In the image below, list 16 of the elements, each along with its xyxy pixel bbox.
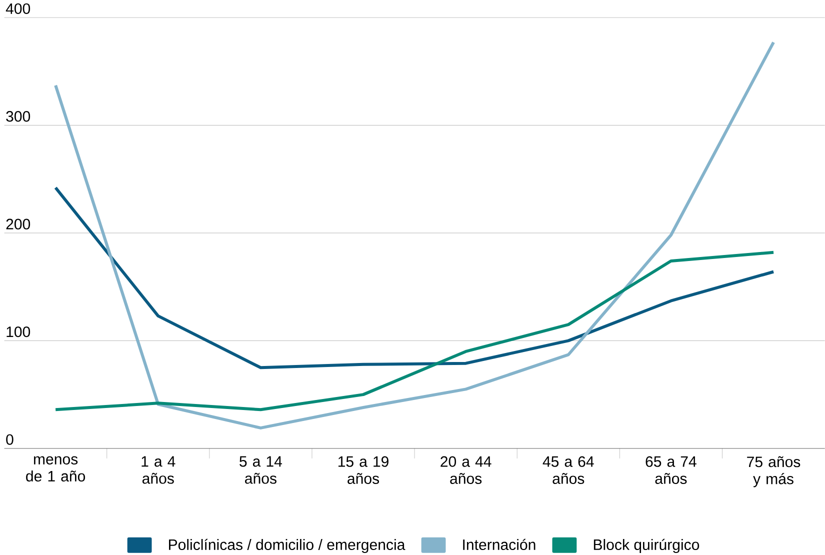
legend-label: Internación <box>463 538 536 550</box>
y-tick-label: 400 <box>6 3 30 14</box>
y-tick-label: 300 <box>6 110 30 122</box>
legend-label: Block quirúrgico <box>594 538 700 553</box>
x-tick-label: 1 a 4 años <box>142 456 176 484</box>
y-tick-label: 0 <box>6 434 14 445</box>
x-tick-label: menos de 1 año <box>26 456 86 482</box>
x-tick-label: 15 a 19 años <box>338 456 388 484</box>
y-tick-label: 200 <box>6 218 30 230</box>
x-tick-label: 45 a 64 años <box>542 456 594 484</box>
y-tick-label: 100 <box>6 326 30 337</box>
x-tick-label: 65 a 74 años <box>646 456 696 484</box>
x-tick-label: 75 años y más <box>747 456 800 488</box>
legend-label: Policlínicas / domicilio / emergencia <box>169 538 406 553</box>
x-tick-label: 5 a 14 años <box>240 456 282 484</box>
x-tick-label: 20 a 44 años <box>440 456 492 484</box>
